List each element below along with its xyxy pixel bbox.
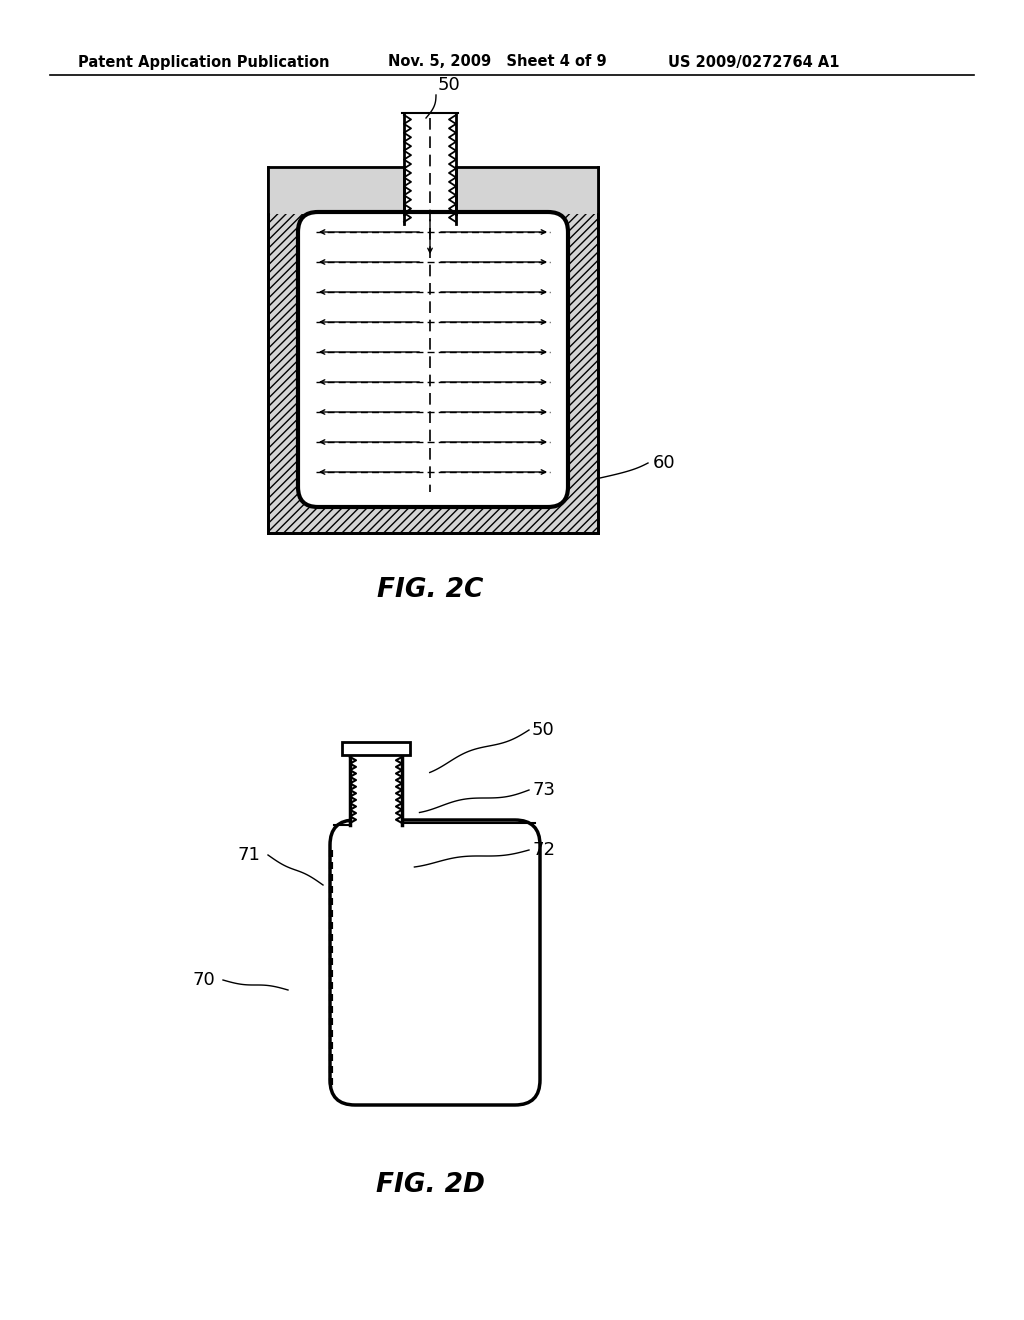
Text: Patent Application Publication: Patent Application Publication [78,54,330,70]
Polygon shape [268,168,598,533]
Polygon shape [268,166,404,214]
Text: 71: 71 [238,846,260,865]
FancyBboxPatch shape [330,820,540,1105]
Text: FIG. 2D: FIG. 2D [376,1172,484,1199]
Text: 50: 50 [532,721,555,739]
Bar [351,755,401,828]
Text: 50: 50 [438,77,461,94]
Text: 73: 73 [532,781,555,799]
Bar [404,114,456,224]
Polygon shape [456,166,598,214]
Text: FIG. 2C: FIG. 2C [377,577,483,603]
Text: 72: 72 [532,841,555,859]
Text: 60: 60 [653,454,676,473]
Text: 70: 70 [193,972,215,989]
FancyBboxPatch shape [298,213,568,507]
Text: Nov. 5, 2009   Sheet 4 of 9: Nov. 5, 2009 Sheet 4 of 9 [388,54,606,70]
Text: US 2009/0272764 A1: US 2009/0272764 A1 [668,54,840,70]
Bar [404,166,456,224]
Bar [342,742,410,755]
